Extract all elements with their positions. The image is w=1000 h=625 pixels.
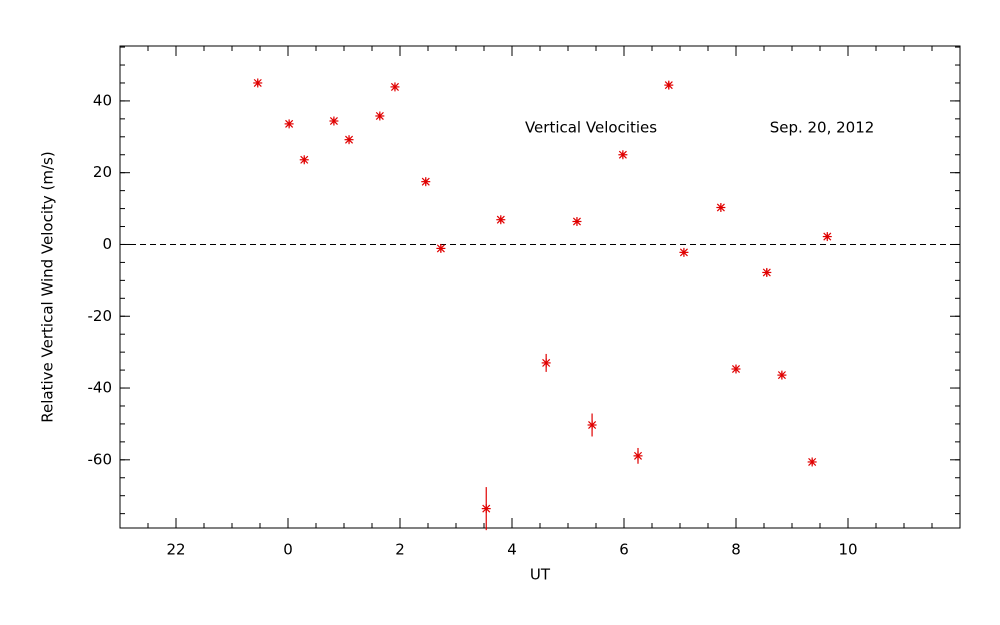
marker	[299, 155, 309, 165]
marker	[253, 78, 263, 88]
marker	[679, 247, 689, 257]
y-tick-label: -20	[88, 307, 113, 325]
marker	[633, 451, 643, 461]
marker-stroke	[762, 268, 771, 277]
x-tick-label: 22	[166, 541, 185, 559]
annotation: Vertical Velocities	[525, 119, 657, 137]
y-tick-label: 40	[93, 91, 112, 109]
marker-stroke	[496, 215, 505, 224]
marker-stroke	[679, 248, 688, 257]
marker-stroke	[421, 177, 430, 186]
marker	[822, 232, 832, 242]
y-tick-label: -40	[88, 379, 113, 397]
y-axis-label: Relative Vertical Wind Velocity (m/s)	[39, 151, 57, 422]
marker	[777, 370, 787, 380]
marker-stroke	[633, 451, 643, 460]
marker	[496, 215, 506, 225]
marker	[329, 116, 339, 126]
x-tick-label: 2	[395, 541, 405, 559]
marker	[390, 82, 400, 92]
x-tick-label: 0	[283, 541, 293, 559]
marker	[587, 420, 597, 430]
marker	[807, 457, 817, 467]
marker-stroke	[329, 116, 338, 126]
marker	[762, 267, 772, 277]
marker	[716, 203, 726, 213]
marker-stroke	[664, 81, 673, 90]
marker	[541, 358, 551, 368]
y-tick-label: 0	[102, 235, 112, 253]
marker	[481, 504, 491, 514]
marker-stroke	[618, 150, 627, 159]
marker	[731, 364, 741, 374]
marker-stroke	[731, 364, 741, 374]
marker	[664, 80, 674, 90]
x-tick-label: 6	[619, 541, 629, 559]
marker	[284, 119, 294, 129]
marker	[436, 243, 446, 253]
marker-stroke	[253, 78, 262, 87]
marker-stroke	[716, 203, 725, 212]
marker-stroke	[808, 457, 817, 466]
marker	[421, 177, 431, 187]
x-axis-label: UT	[530, 566, 551, 584]
marker-stroke	[436, 244, 445, 253]
marker-stroke	[285, 119, 294, 128]
marker-stroke	[542, 358, 551, 367]
y-tick-label: 20	[93, 163, 112, 181]
marker	[375, 111, 385, 121]
marker	[618, 150, 628, 160]
marker-stroke	[390, 82, 399, 91]
marker-stroke	[572, 217, 581, 226]
marker-stroke	[300, 155, 309, 164]
marker-stroke	[345, 135, 354, 144]
x-tick-label: 8	[731, 541, 741, 559]
marker-stroke	[375, 111, 384, 121]
marker	[344, 135, 354, 145]
marker-stroke	[777, 371, 786, 380]
marker	[572, 217, 582, 227]
y-tick-label: -60	[88, 450, 113, 468]
marker-stroke	[588, 420, 597, 430]
marker-stroke	[823, 232, 832, 241]
x-tick-label: 4	[507, 541, 517, 559]
annotation: Sep. 20, 2012	[770, 119, 875, 137]
marker-stroke	[482, 504, 491, 513]
x-tick-label: 10	[838, 541, 857, 559]
